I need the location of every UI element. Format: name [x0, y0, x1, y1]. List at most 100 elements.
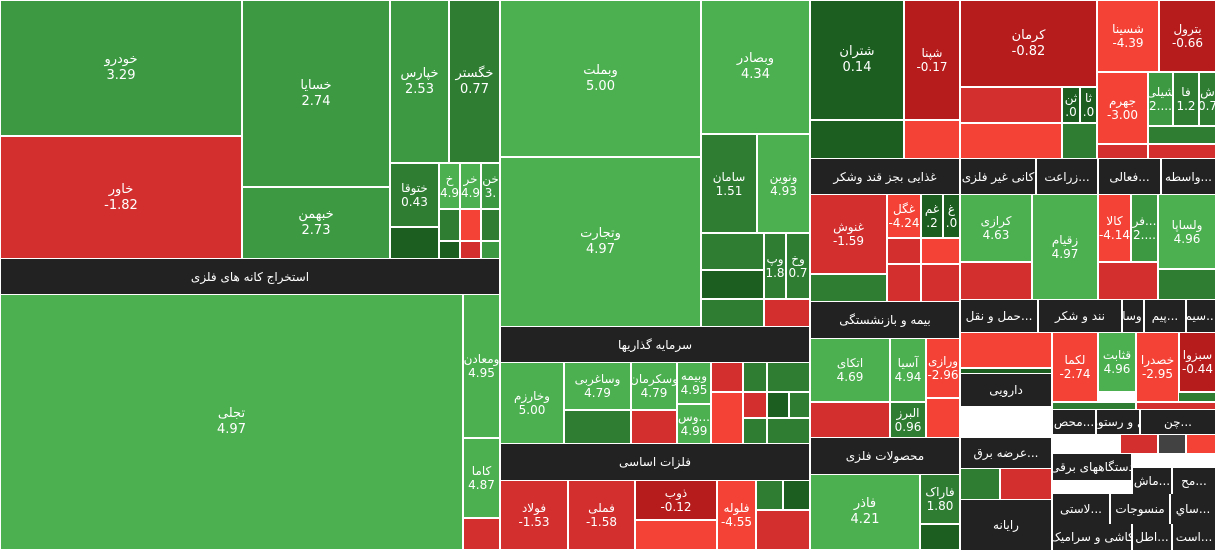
stock-tile[interactable]: ذوب -0.12: [635, 480, 717, 520]
stock-tile[interactable]: قثابت 4.96: [1098, 332, 1136, 392]
stock-tile[interactable]: غگل -4.24: [887, 194, 921, 238]
stock-tile-unlabeled[interactable]: [439, 209, 460, 241]
stock-tile-unlabeled[interactable]: [743, 418, 767, 444]
stock-tile-unlabeled[interactable]: [926, 398, 960, 438]
stock-tile[interactable]: لکما -2.74: [1052, 332, 1098, 402]
stock-tile-unlabeled[interactable]: [1158, 269, 1216, 300]
stock-tile-unlabeled[interactable]: [460, 209, 481, 241]
stock-tile-unlabeled[interactable]: [701, 270, 764, 299]
stock-tile[interactable]: وخ 0.7: [786, 233, 810, 299]
stock-tile[interactable]: خسایا 2.74: [242, 0, 390, 187]
stock-tile[interactable]: وتجارت 4.97: [500, 157, 701, 327]
stock-tile[interactable]: شیلی 2....: [1148, 72, 1173, 126]
stock-tile-unlabeled[interactable]: [564, 410, 631, 444]
stock-tile-unlabeled[interactable]: [960, 468, 1000, 500]
stock-tile[interactable]: وبصادر 4.34: [701, 0, 810, 134]
stock-tile[interactable]: غ .0: [943, 194, 960, 238]
stock-tile[interactable]: فر... 2....: [1131, 194, 1158, 262]
stock-tile[interactable]: وخارزم 5.00: [500, 362, 564, 444]
stock-tile-unlabeled[interactable]: [960, 332, 1052, 368]
stock-tile[interactable]: بترول -0.66: [1159, 0, 1216, 72]
stock-tile-unlabeled[interactable]: [1120, 434, 1158, 454]
stock-tile[interactable]: شتران 0.14: [810, 0, 904, 120]
stock-tile-unlabeled[interactable]: [743, 362, 767, 392]
stock-tile-unlabeled[interactable]: [810, 120, 904, 159]
stock-tile-unlabeled[interactable]: [887, 264, 921, 302]
stock-tile[interactable]: خ 4.9: [439, 163, 460, 209]
stock-tile-unlabeled[interactable]: [767, 418, 810, 444]
stock-tile-unlabeled[interactable]: [764, 299, 810, 327]
stock-tile-unlabeled[interactable]: [631, 410, 677, 444]
stock-tile-unlabeled[interactable]: [920, 524, 960, 550]
stock-tile-unlabeled[interactable]: [789, 392, 810, 418]
stock-tile-unlabeled[interactable]: [960, 123, 1062, 159]
stock-tile[interactable]: وپ 1.8: [764, 233, 786, 299]
stock-tile-unlabeled[interactable]: [921, 238, 960, 264]
stock-tile-unlabeled[interactable]: [1148, 126, 1216, 144]
stock-tile-unlabeled[interactable]: [1098, 262, 1158, 300]
stock-tile[interactable]: فملی -1.58: [568, 480, 635, 550]
stock-tile-unlabeled[interactable]: [711, 392, 743, 444]
stock-tile-unlabeled[interactable]: [481, 241, 500, 259]
stock-tile-unlabeled[interactable]: [960, 368, 1052, 374]
stock-tile[interactable]: خبهمن 2.73: [242, 187, 390, 259]
stock-tile[interactable]: کرمان -0.82: [960, 0, 1097, 87]
stock-tile[interactable]: وبیمه 4.95: [677, 362, 711, 404]
stock-tile-unlabeled[interactable]: [1097, 144, 1148, 159]
stock-tile[interactable]: ونوین 4.93: [757, 134, 810, 233]
stock-tile[interactable]: خصدرا -2.95: [1136, 332, 1179, 402]
stock-tile[interactable]: فولاد -1.53: [500, 480, 568, 550]
stock-tile-unlabeled[interactable]: [810, 274, 887, 302]
stock-tile[interactable]: آسیا 4.94: [890, 338, 926, 402]
stock-tile[interactable]: ثا .0: [1080, 87, 1097, 123]
stock-tile-unlabeled[interactable]: [1158, 434, 1186, 454]
stock-tile[interactable]: فاراک 1.80: [920, 474, 960, 524]
stock-tile[interactable]: تجلی 4.97: [0, 294, 463, 550]
stock-tile[interactable]: وبملت 5.00: [500, 0, 701, 157]
stock-tile[interactable]: ختوقا 0.43: [390, 163, 439, 227]
stock-tile-unlabeled[interactable]: [810, 402, 890, 438]
stock-tile-unlabeled[interactable]: [1148, 144, 1216, 159]
stock-tile[interactable]: کاما 4.87: [463, 438, 500, 518]
stock-tile[interactable]: وساغربی 4.79: [564, 362, 631, 410]
stock-tile-unlabeled[interactable]: [463, 518, 500, 550]
stock-tile-unlabeled[interactable]: [701, 299, 764, 327]
stock-tile[interactable]: سبزوا -0.44: [1179, 332, 1216, 392]
stock-tile-unlabeled[interactable]: [960, 87, 1062, 123]
stock-tile[interactable]: خن 3.: [481, 163, 500, 209]
stock-tile[interactable]: وس... 4.99: [677, 404, 711, 444]
stock-tile[interactable]: خپارس 2.53: [390, 0, 449, 163]
stock-tile-unlabeled[interactable]: [711, 362, 743, 392]
stock-tile-unlabeled[interactable]: [756, 510, 810, 550]
stock-tile-unlabeled[interactable]: [701, 233, 764, 270]
stock-tile[interactable]: خودرو 3.29: [0, 0, 242, 136]
stock-tile-unlabeled[interactable]: [439, 241, 460, 259]
stock-tile[interactable]: ورازی -2.96: [926, 338, 960, 398]
stock-tile-unlabeled[interactable]: [743, 392, 767, 418]
stock-tile[interactable]: البرز 0.96: [890, 402, 926, 438]
stock-tile[interactable]: فا 1.2: [1173, 72, 1199, 126]
stock-tile[interactable]: غنوش -1.59: [810, 194, 887, 274]
stock-tile-unlabeled[interactable]: [1136, 402, 1216, 410]
stock-tile-unlabeled[interactable]: [767, 362, 810, 392]
stock-tile-unlabeled[interactable]: [1186, 434, 1216, 454]
stock-tile-unlabeled[interactable]: [887, 238, 921, 264]
stock-tile-unlabeled[interactable]: [460, 241, 481, 259]
stock-tile[interactable]: فاذر 4.21: [810, 474, 920, 550]
stock-tile[interactable]: خاور -1.82: [0, 136, 242, 259]
stock-tile[interactable]: کرازی 4.63: [960, 194, 1032, 262]
stock-tile-unlabeled[interactable]: [921, 264, 960, 302]
stock-tile[interactable]: ش0.7: [1199, 72, 1216, 126]
stock-tile[interactable]: غم .2: [921, 194, 943, 238]
stock-tile[interactable]: ولساپا 4.96: [1158, 194, 1216, 269]
stock-tile[interactable]: فلوله -4.55: [717, 480, 756, 550]
stock-tile[interactable]: ومعادن 4.95: [463, 294, 500, 438]
stock-tile[interactable]: شسینا -4.39: [1097, 0, 1159, 72]
stock-tile[interactable]: شپنا -0.17: [904, 0, 960, 120]
stock-tile[interactable]: کالا -4.14: [1098, 194, 1131, 262]
stock-tile[interactable]: وسکرمان 4.79: [631, 362, 677, 410]
stock-tile[interactable]: سامان 1.51: [701, 134, 757, 233]
stock-tile-unlabeled[interactable]: [1000, 468, 1052, 500]
stock-tile-unlabeled[interactable]: [783, 480, 810, 510]
stock-tile-unlabeled[interactable]: [767, 392, 789, 418]
